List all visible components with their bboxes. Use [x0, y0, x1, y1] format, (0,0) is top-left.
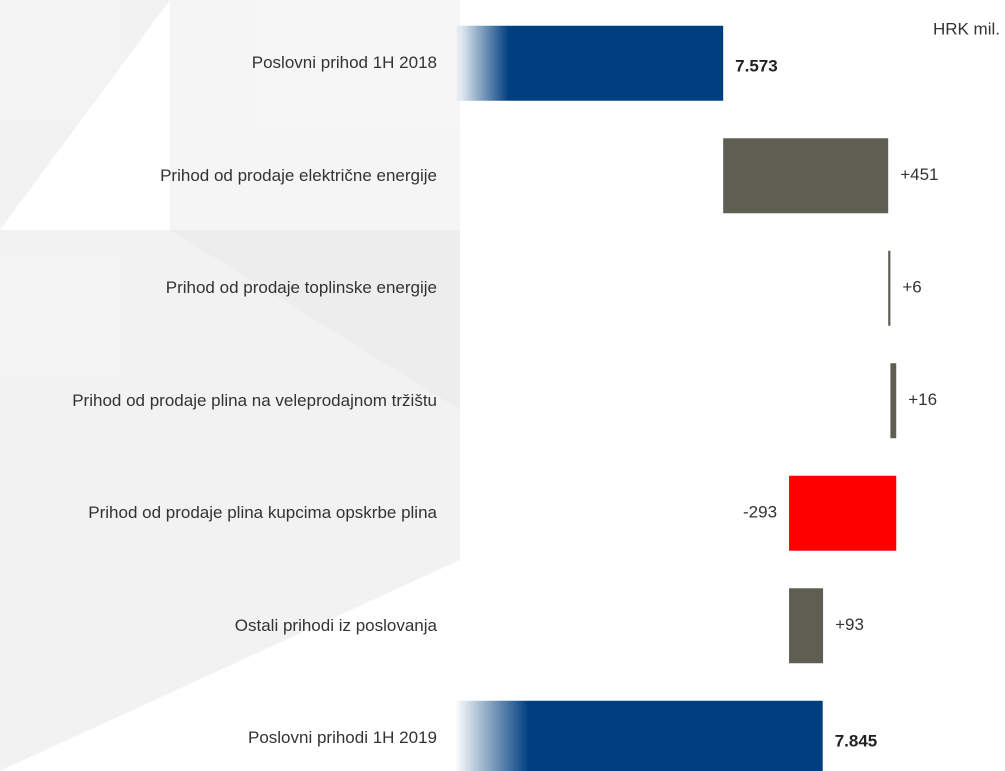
value-label: +93 — [835, 615, 864, 634]
bar — [888, 250, 891, 326]
category-text: Poslovni prihodi 1H 2019 — [247, 728, 437, 748]
category-text: Prihod od prodaje plina kupcima opskrbe … — [88, 503, 437, 523]
bar — [455, 700, 823, 771]
value-label: 7.573 — [735, 57, 778, 76]
bar — [890, 363, 897, 439]
category-text: Ostali prihodi iz poslovanja — [234, 615, 437, 635]
category-text: Prihod od prodaje toplinske energije — [165, 278, 437, 298]
value-label: 7.845 — [835, 732, 878, 751]
category-label: Prihod od prodaje plina na veleprodajnom… — [15, 389, 437, 413]
category-label: Poslovni prihodi 1H 2019 — [15, 726, 437, 750]
bar — [789, 475, 897, 551]
value-label: -293 — [743, 503, 777, 522]
bar — [455, 25, 724, 101]
category-label: Prihod od prodaje električne energije — [15, 164, 437, 188]
background — [0, 0, 460, 771]
category-label: Poslovni prihod 1H 2018 — [15, 51, 437, 75]
bar — [723, 138, 889, 214]
category-text: Prihod od prodaje električne energije — [160, 165, 437, 185]
bar — [789, 588, 824, 664]
category-label: Prihod od prodaje plina kupcima opskrbe … — [15, 501, 437, 525]
category-text: Poslovni prihod 1H 2018 — [251, 53, 437, 73]
category-label: Ostali prihodi iz poslovanja — [15, 614, 437, 638]
category-label: Prihod od prodaje toplinske energije — [15, 276, 437, 300]
value-label: +16 — [908, 390, 937, 409]
unit-label: HRK mil. — [933, 19, 1000, 38]
value-label: +451 — [900, 165, 938, 184]
value-label: +6 — [902, 278, 921, 297]
category-text: Prihod od prodaje plina na veleprodajnom… — [72, 390, 437, 410]
